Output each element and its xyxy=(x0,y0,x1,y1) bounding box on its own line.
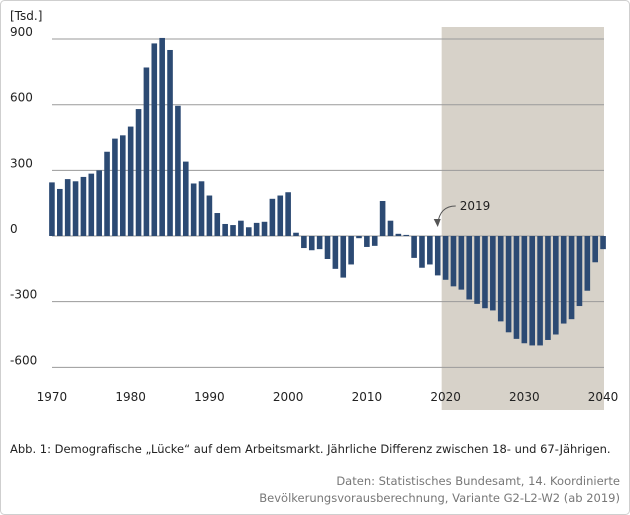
bar xyxy=(285,192,291,237)
bar xyxy=(411,236,417,258)
x-tick-label: 2030 xyxy=(509,390,540,404)
forecast-shade xyxy=(441,27,604,410)
y-tick-label: -300 xyxy=(10,288,37,302)
x-tick-label: 2040 xyxy=(588,390,619,404)
bar xyxy=(348,236,354,265)
bar xyxy=(458,236,465,290)
bar xyxy=(505,236,512,333)
bar xyxy=(104,151,110,237)
bar xyxy=(497,236,504,322)
source: Bevölkerungsvorausberechnung, Variante G… xyxy=(259,491,620,505)
bar xyxy=(49,182,55,237)
x-tick-label: 2020 xyxy=(430,390,461,404)
bar xyxy=(230,225,236,237)
bar xyxy=(379,200,386,237)
bar xyxy=(466,236,473,300)
bar xyxy=(395,233,402,237)
bar xyxy=(190,183,197,237)
bar xyxy=(419,236,425,268)
bar xyxy=(560,236,567,324)
bar xyxy=(182,161,189,237)
bar xyxy=(364,236,370,247)
bar xyxy=(159,37,165,237)
bar xyxy=(261,221,268,237)
bar xyxy=(442,236,449,280)
caption: Abb. 1: Demografische „Lücke“ auf dem Ar… xyxy=(10,442,611,456)
annotation-arrowhead xyxy=(433,219,441,227)
bar xyxy=(135,109,142,237)
x-tick-label: 2000 xyxy=(273,390,304,404)
x-tick-label: 1980 xyxy=(115,390,146,404)
x-tick-label: 1970 xyxy=(37,390,68,404)
bar xyxy=(277,195,284,237)
bar xyxy=(513,236,520,339)
bar xyxy=(175,105,181,237)
bar xyxy=(245,227,252,237)
bar xyxy=(576,236,583,307)
bar xyxy=(482,236,488,309)
bar xyxy=(537,236,543,346)
bar xyxy=(222,223,228,237)
bar xyxy=(238,220,244,237)
bar xyxy=(584,236,591,291)
bar xyxy=(293,232,299,237)
y-tick-label: 300 xyxy=(10,156,33,170)
bar xyxy=(332,236,339,269)
y-tick-label: -600 xyxy=(10,353,37,367)
unit-label: [Tsd.] xyxy=(10,9,42,23)
bar xyxy=(529,236,536,346)
bar xyxy=(112,138,118,237)
y-tick-label: 600 xyxy=(10,91,33,105)
bar xyxy=(64,179,71,237)
source: Daten: Statistisches Bundesamt, 14. Koor… xyxy=(336,474,620,488)
bar xyxy=(167,49,173,237)
bar xyxy=(324,236,331,259)
bar xyxy=(474,236,480,304)
bar xyxy=(119,135,126,237)
bar xyxy=(198,181,205,237)
bar xyxy=(96,170,102,237)
x-tick-label: 1990 xyxy=(194,390,225,404)
y-tick-label: 0 xyxy=(10,222,18,236)
bar xyxy=(151,43,158,237)
y-tick-label: 900 xyxy=(10,25,33,39)
bar xyxy=(545,236,551,340)
x-tick-label: 2010 xyxy=(352,390,383,404)
bar xyxy=(568,236,575,320)
bar xyxy=(253,222,260,237)
bar xyxy=(127,126,134,237)
bar xyxy=(490,236,496,311)
bar xyxy=(206,195,213,237)
bar xyxy=(340,236,347,278)
bar xyxy=(308,236,315,251)
bar xyxy=(403,234,410,237)
bar xyxy=(72,181,79,237)
bar xyxy=(450,236,457,287)
bar xyxy=(427,236,433,265)
bar xyxy=(80,176,87,237)
bar xyxy=(553,236,559,335)
bar xyxy=(316,236,323,250)
bar xyxy=(434,236,441,276)
bar xyxy=(88,173,95,237)
bar xyxy=(214,213,221,237)
bar xyxy=(387,220,394,237)
bar xyxy=(301,236,307,249)
annotation: 2019 xyxy=(460,199,491,213)
bar xyxy=(143,67,150,237)
bar xyxy=(269,198,276,237)
bar xyxy=(600,236,606,250)
bar xyxy=(592,236,598,263)
bar xyxy=(371,236,378,246)
bar xyxy=(521,236,528,344)
bar xyxy=(356,236,362,239)
bar xyxy=(57,188,63,237)
